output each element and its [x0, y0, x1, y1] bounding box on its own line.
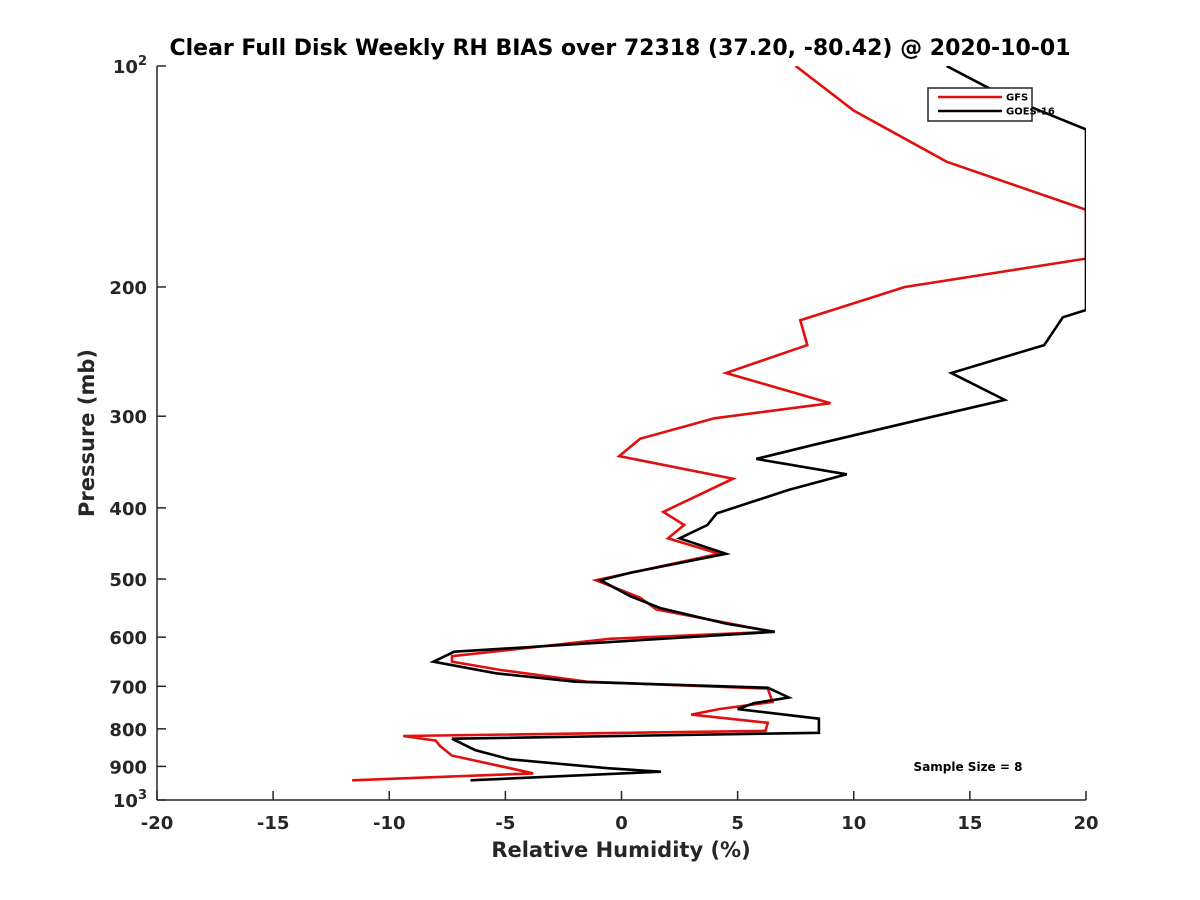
x-tick-label: -15: [257, 813, 290, 834]
y-tick-label: 400: [109, 499, 147, 520]
x-tick-label: -20: [141, 813, 174, 834]
x-tick-label: 20: [1073, 813, 1098, 834]
x-tick-label: -5: [495, 813, 515, 834]
y-tick-label: 200: [109, 278, 147, 299]
y-tick-label: 102: [113, 54, 147, 78]
x-tick-label: 10: [841, 813, 866, 834]
sample-size-annotation: Sample Size = 8: [914, 760, 1023, 774]
y-tick-label: 900: [109, 757, 147, 778]
legend-label-goes: GOES-16: [1006, 107, 1055, 118]
x-axis-label: Relative Humidity (%): [491, 838, 750, 862]
y-tick-label: 500: [109, 570, 147, 591]
legend: GFS GOES-16: [927, 87, 1055, 122]
series-line-gfs: [352, 66, 1086, 782]
y-tick-label: 800: [109, 720, 147, 741]
chart-title: Clear Full Disk Weekly RH BIAS over 7231…: [169, 36, 1070, 61]
y-axis-label: Pressure (mb): [75, 349, 99, 517]
legend-box: [927, 87, 1033, 122]
plot-area: -20 -15 -10 -5 0 5 10 15 20 102 200 300 400 500 600 700…: [109, 54, 1098, 834]
legend-label-gfs: GFS: [1006, 93, 1028, 104]
y-tick-label: 700: [109, 677, 147, 698]
y-tick-label: 600: [109, 628, 147, 649]
x-tick-label: 5: [731, 813, 744, 834]
series-line-goes-16: [429, 66, 1086, 782]
x-tick-label: -10: [373, 813, 406, 834]
x-tick-label: 15: [957, 813, 982, 834]
y-tick-label: 300: [109, 407, 147, 428]
y-tick-label: 103: [113, 788, 147, 812]
x-tick-label: 0: [615, 813, 628, 834]
